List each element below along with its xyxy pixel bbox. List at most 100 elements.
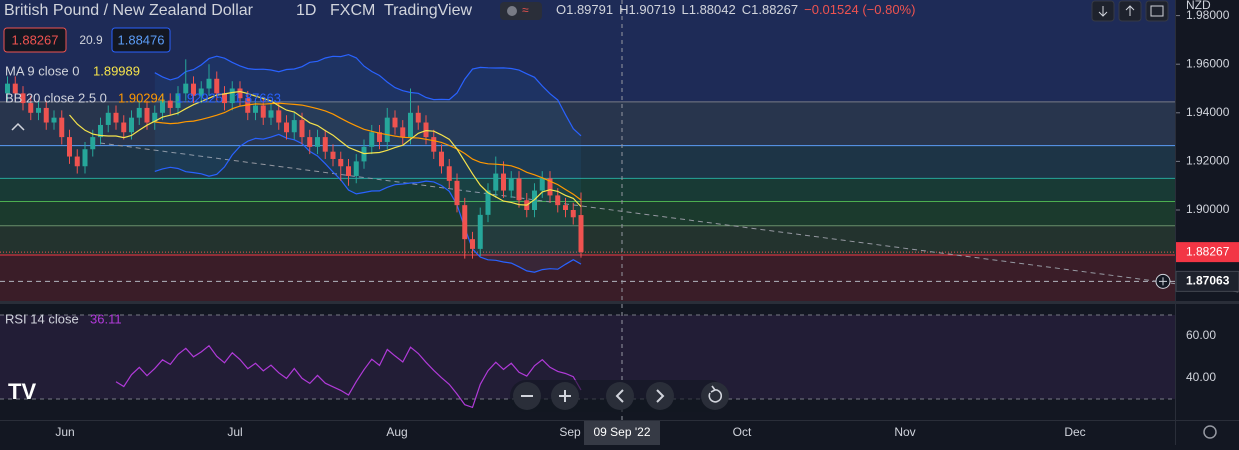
candle-body [501,173,506,191]
candle-body [160,100,165,113]
candle-body [338,158,344,167]
candle-body [284,122,289,133]
time-label: Oct [733,425,752,439]
candle-body [547,178,553,196]
candle-body [477,214,483,249]
zones [0,0,1175,400]
candle-body [291,120,297,133]
candle-body [198,88,204,96]
rsi-tick-label: 60.00 [1186,328,1216,342]
compare-button[interactable] [500,2,542,20]
icon [615,389,624,403]
bb-basis [154,102,582,201]
scroll-right[interactable] [646,382,674,410]
time-label: Jul [227,425,242,439]
candle-body [539,178,545,191]
candle-body [253,105,258,113]
icon [559,390,571,402]
candle-body [268,110,274,118]
candle-body [470,239,475,249]
candle-body [369,132,375,147]
bb-lower [154,133,582,273]
ohlc-value: C1.88267 [742,2,798,17]
candle-body [229,88,235,104]
candle-body [578,215,584,253]
candle-body [423,122,429,138]
rsi-line [115,344,582,409]
candle-body [90,137,96,150]
level-zone [0,201,1175,226]
alert-label: 1.87063 [1186,274,1230,288]
navigation [510,380,1217,439]
candle-body [431,137,437,152]
settings-button[interactable] [1203,425,1217,439]
candle-body [392,117,398,128]
price-tick-label: 1.96000 [1186,56,1230,70]
buy-box[interactable] [111,27,171,53]
last-price-label: 1.88267 [1186,244,1230,258]
candle-body [20,93,26,104]
rsi-tick-label: 40.00 [1186,370,1216,384]
candle-body [299,120,305,138]
bb-upper-value: 1.92925 [176,90,223,105]
candle-body [485,190,491,215]
candle-body [12,83,18,94]
icon [1125,5,1135,16]
candle-body [129,117,134,133]
candle-body [82,149,88,167]
candle-body [493,173,499,191]
candle-body [570,210,576,218]
candle-body [322,137,328,152]
reset[interactable] [701,382,729,410]
ma-value: 1.89989 [93,63,140,78]
icon [708,385,723,403]
buy-price: 1.88476 [118,32,165,47]
candle-body [260,105,266,118]
ohlc: O1.89791 H1.90719 L1.88042 C1.88267 −0.01524… [556,2,915,17]
bb-upper [154,53,582,137]
collapse-button[interactable] [11,122,25,131]
candle-body [400,127,406,138]
time-label: Nov [894,425,915,439]
candle-body [346,166,351,176]
candle-body [214,78,220,94]
level-zone [0,178,1175,202]
candle-body [415,112,421,123]
alert-tag [1175,270,1239,292]
candle-body [43,107,49,123]
symbol: British Pound / New Zealand Dollar [4,2,254,19]
exchange: FXCM [330,2,375,19]
bb-basis-value: 1.90294 [118,90,165,105]
interval: 1D [296,2,316,19]
icon [1098,6,1108,17]
candle-body [105,112,111,125]
currency: NZD [1186,0,1211,12]
axes: 1.98000 1.96000 1.94000 1.92000 1.90000 1.882… [55,8,1239,445]
ohlc-value: H1.90719 [619,2,675,17]
price-tick-label: 1.98000 [1186,8,1230,22]
bb-label: BB 20 close 2.5 0 [5,90,107,105]
candle-body [516,178,522,201]
candle-body [74,156,80,167]
last-price-tag [1176,242,1239,263]
price-tick-label: 1.92000 [1186,154,1230,168]
scroll-left[interactable] [606,382,634,410]
candle-body [98,124,103,138]
icon [1150,5,1164,17]
level-zone [0,225,1175,255]
candle-body [206,78,212,89]
candle-body [113,112,119,123]
sell-box[interactable] [3,27,67,53]
candle-body [307,137,313,147]
candle-body [222,93,227,104]
brand: TradingView [384,2,472,19]
logo: TV [8,379,36,404]
time-label: Jun [55,425,74,439]
candle-body [462,205,468,240]
candle-body [446,166,452,181]
maximize-button[interactable] [1145,0,1169,22]
sell-price: 1.88267 [12,32,59,47]
candle-body [555,195,561,206]
ma-line [69,90,582,208]
